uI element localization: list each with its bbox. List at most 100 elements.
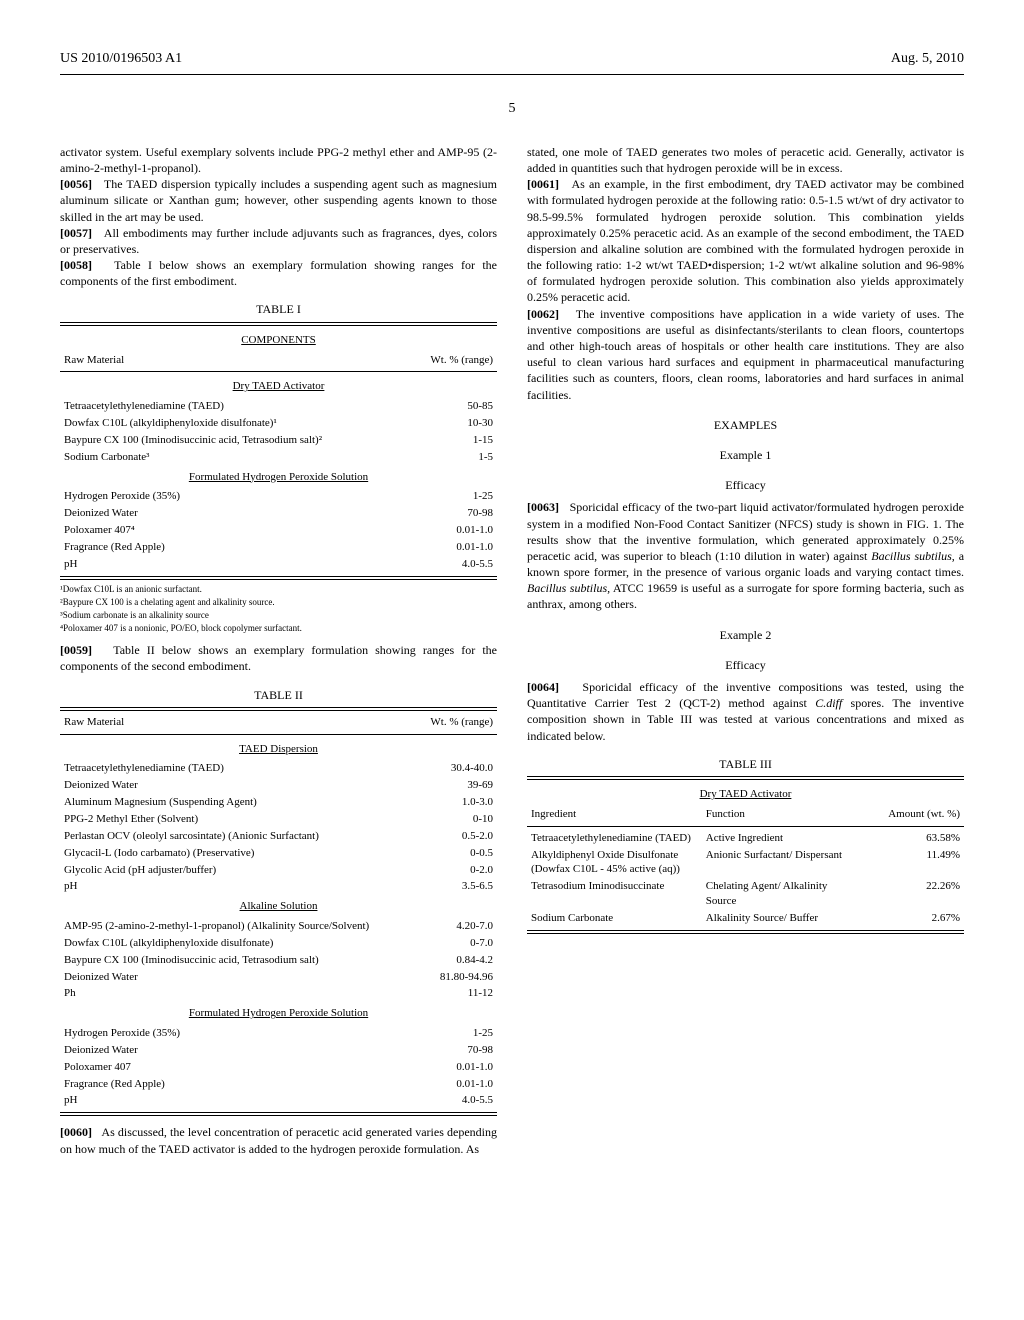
example1-heading: Example 1 <box>527 447 964 463</box>
cell: Tetraacetylethylenediamine (TAED) <box>60 760 427 777</box>
para-num: [0056] <box>60 177 92 191</box>
table-row: Deionized Water81.80-94.96 <box>60 969 497 986</box>
para-text: Table II below shows an exemplary formul… <box>60 643 497 673</box>
table-row: Tetrasodium IminodisuccinateChelating Ag… <box>527 878 964 910</box>
col-wt: Wt. % (range) <box>275 714 497 731</box>
cell: pH <box>60 556 381 573</box>
table-header-row: Ingredient Function Amount (wt. %) <box>527 806 964 823</box>
table-row: pH4.0-5.5 <box>60 556 497 573</box>
paragraph-0056: [0056] The TAED dispersion typically inc… <box>60 176 497 225</box>
cell: Tetrasodium Iminodisuccinate <box>527 878 702 910</box>
cell: 63.58% <box>855 830 964 847</box>
footnote: ³Sodium carbonate is an alkalinity sourc… <box>60 609 497 621</box>
cell: Active Ingredient <box>702 830 855 847</box>
table1-section1: Dry TAED Activator <box>60 375 497 398</box>
cell: 4.20-7.0 <box>426 918 497 935</box>
publication-number: US 2010/0196503 A1 <box>60 50 182 69</box>
cell: 81.80-94.96 <box>426 969 497 986</box>
table2-section3: Formulated Hydrogen Peroxide Solution <box>60 1002 497 1025</box>
cell: 1-15 <box>448 432 497 449</box>
cell: 1-5 <box>448 449 497 466</box>
cell: 1.0-3.0 <box>427 794 497 811</box>
table-row: Glycolic Acid (pH adjuster/buffer)0-2.0 <box>60 862 497 879</box>
cell: pH <box>60 878 427 895</box>
cell: pH <box>60 1092 381 1109</box>
paragraph-0058: [0058] Table I below shows an exemplary … <box>60 257 497 289</box>
table3-title: TABLE III <box>527 756 964 772</box>
col-raw-material: Raw Material <box>60 352 275 369</box>
cell: Dowfax C10L (alkyldiphenyloxide disulfon… <box>60 935 426 952</box>
footnote: ⁴Poloxamer 407 is a nonionic, PO/EO, blo… <box>60 622 497 634</box>
cell: 39-69 <box>427 777 497 794</box>
example2-heading: Example 2 <box>527 627 964 643</box>
table-row: Poloxamer 4070.01-1.0 <box>60 1059 497 1076</box>
paragraph-0061: [0061] As an example, in the first embod… <box>527 176 964 306</box>
cell: Perlastan OCV (oleolyl sarcosintate) (An… <box>60 828 427 845</box>
cell: 0.01-1.0 <box>381 1076 497 1093</box>
cell: 10-30 <box>448 415 497 432</box>
cell: 2.67% <box>855 910 964 927</box>
table-row: Tetraacetylethylenediamine (TAED)30.4-40… <box>60 760 497 777</box>
cell: Ph <box>60 985 426 1002</box>
para-text: The inventive compositions have applicat… <box>527 307 964 402</box>
cell: Alkyldiphenyl Oxide Disulfonate (Dowfax … <box>527 847 702 879</box>
cell: Hydrogen Peroxide (35%) <box>60 488 381 505</box>
table2-title: TABLE II <box>60 687 497 703</box>
table-row: Ph11-12 <box>60 985 497 1002</box>
para-text: As discussed, the level concentration of… <box>60 1125 497 1155</box>
col-function: Function <box>702 806 855 823</box>
col-ingredient: Ingredient <box>527 806 702 823</box>
paragraph-0062: [0062] The inventive compositions have a… <box>527 306 964 403</box>
cell: Tetraacetylethylenediamine (TAED) <box>527 830 702 847</box>
left-column: activator system. Useful exemplary solve… <box>60 144 497 1157</box>
cell: 3.5-6.5 <box>427 878 497 895</box>
table-row: Poloxamer 407⁴0.01-1.0 <box>60 522 497 539</box>
para-text: The TAED dispersion typically includes a… <box>60 177 497 223</box>
table-row: Dowfax C10L (alkyldiphenyloxide disulfon… <box>60 415 497 432</box>
header-rule <box>60 74 964 75</box>
cell: 50-85 <box>448 398 497 415</box>
para-text: Table I below shows an exemplary formula… <box>60 258 497 288</box>
cell: 0-7.0 <box>426 935 497 952</box>
cell: 0-2.0 <box>427 862 497 879</box>
cell: 4.0-5.5 <box>381 1092 497 1109</box>
table2-section2: Alkaline Solution <box>60 895 497 918</box>
table-row: Baypure CX 100 (Iminodisuccinic acid, Te… <box>60 432 497 449</box>
cell: Dowfax C10L (alkyldiphenyloxide disulfon… <box>60 415 448 432</box>
table-row: Dowfax C10L (alkyldiphenyloxide disulfon… <box>60 935 497 952</box>
cell: 1-25 <box>381 1025 497 1042</box>
table-row: Hydrogen Peroxide (35%)1-25 <box>60 488 497 505</box>
cell: 22.26% <box>855 878 964 910</box>
table-row: Baypure CX 100 (Iminodisuccinic acid, Te… <box>60 952 497 969</box>
cell: Poloxamer 407⁴ <box>60 522 381 539</box>
para-num: [0058] <box>60 258 92 272</box>
cell: 30.4-40.0 <box>427 760 497 777</box>
examples-heading: EXAMPLES <box>527 417 964 433</box>
table-header-row: Raw Material Wt. % (range) <box>60 714 497 731</box>
paragraph-0063: [0063] Sporicidal efficacy of the two-pa… <box>527 499 964 612</box>
cell: Hydrogen Peroxide (35%) <box>60 1025 381 1042</box>
paragraph-0057: [0057] All embodiments may further inclu… <box>60 225 497 257</box>
para-num: [0061] <box>527 177 559 191</box>
cell: Tetraacetylethylenediamine (TAED) <box>60 398 448 415</box>
col-amount: Amount (wt. %) <box>855 806 964 823</box>
cell: Baypure CX 100 (Iminodisuccinic acid, Te… <box>60 432 448 449</box>
cell: 70-98 <box>381 505 497 522</box>
species-name: Bacillus subtilus, <box>527 581 610 595</box>
table-row: Deionized Water70-98 <box>60 1042 497 1059</box>
table-row: Glycacil-L (Iodo carbamato) (Preservativ… <box>60 845 497 862</box>
cell: Deionized Water <box>60 777 427 794</box>
paragraph-intro: activator system. Useful exemplary solve… <box>60 144 497 176</box>
cell: PPG-2 Methyl Ether (Solvent) <box>60 811 427 828</box>
table-row: Tetraacetylethylenediamine (TAED)50-85 <box>60 398 497 415</box>
para-num: [0057] <box>60 226 92 240</box>
cell: Alkalinity Source/ Buffer <box>702 910 855 927</box>
paragraph-0060: [0060] As discussed, the level concentra… <box>60 1124 497 1156</box>
cell: Sodium Carbonate <box>527 910 702 927</box>
cell: Deionized Water <box>60 505 381 522</box>
cell: Anionic Surfactant/ Dispersant <box>702 847 855 879</box>
table-row: AMP-95 (2-amino-2-methyl-1-propanol) (Al… <box>60 918 497 935</box>
cell: Glycacil-L (Iodo carbamato) (Preservativ… <box>60 845 427 862</box>
table3: Dry TAED Activator Ingredient Function A… <box>527 776 964 934</box>
table-row: Alkyldiphenyl Oxide Disulfonate (Dowfax … <box>527 847 964 879</box>
